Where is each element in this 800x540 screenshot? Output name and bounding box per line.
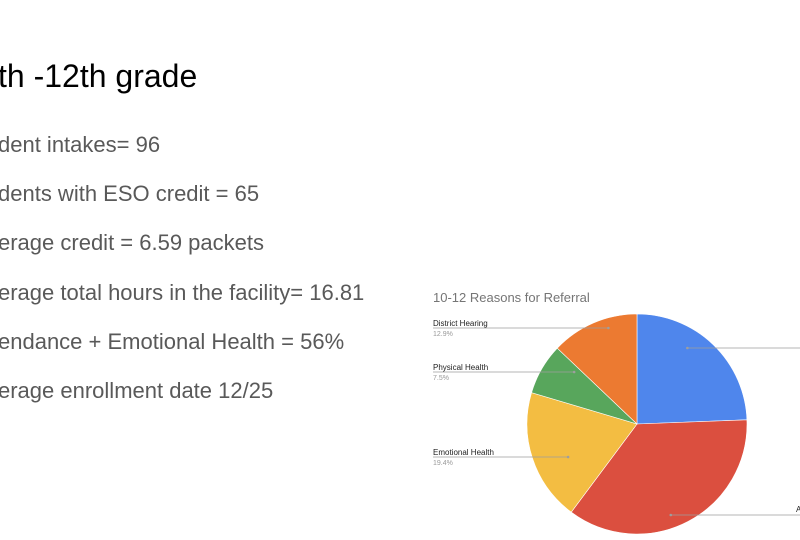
leader-line-red-dot	[669, 513, 673, 517]
leader-line-emotional-health-dot	[566, 455, 570, 459]
slice-label-district-hearing: District Hearing	[433, 319, 488, 328]
bullet-attendance-emotional: endance + Emotional Health = 56%	[0, 329, 345, 354]
slice-labels: District Hearing 12.9% Physical Health 7…	[433, 319, 800, 514]
chart-title: 10-12 Reasons for Referral	[433, 290, 590, 305]
bullet-eso-credit: dents with ESO credit = 65	[0, 181, 260, 206]
pie-slice-emotional-health	[526, 392, 638, 513]
slice-percent-district-hearing: 12.9%	[433, 331, 453, 338]
bullet-average-credit: erage credit = 6.59 packets	[0, 230, 264, 255]
bullet-average-hours: erage total hours in the facility= 16.81	[0, 280, 365, 305]
leader-line-physical-health-dot	[572, 370, 576, 374]
pie-slice-1	[570, 419, 748, 535]
slice-label-emotional-health: Emotional Health	[433, 448, 494, 457]
leader-line-district-hearing-dot	[607, 326, 610, 330]
slice-percent-emotional-health: 19.4%	[433, 460, 453, 467]
pie-slices	[526, 313, 748, 535]
slide-title: th -12th grade	[0, 58, 198, 94]
slice-percent-physical-health: 7.5%	[433, 375, 449, 382]
pie-slice-district-hearing	[556, 313, 638, 425]
bullet-enrollment-date: erage enrollment date 12/25	[0, 378, 274, 403]
bullet-student-intakes: dent intakes= 96	[0, 132, 161, 157]
pie-slice-0	[636, 313, 748, 425]
leader-lines	[433, 326, 800, 517]
leader-line-blue-dot	[686, 346, 689, 350]
slice-label-clipped: A	[796, 505, 800, 514]
slice-label-physical-health: Physical Health	[433, 363, 488, 372]
